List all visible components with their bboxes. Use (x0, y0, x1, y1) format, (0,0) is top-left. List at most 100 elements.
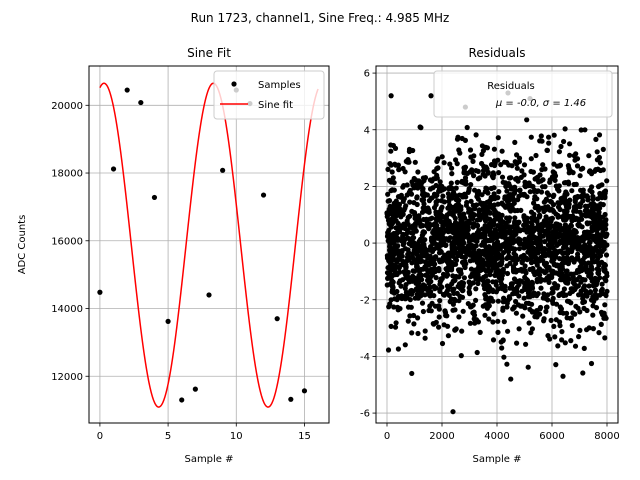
residual-point (424, 220, 430, 226)
residual-point (395, 250, 401, 257)
residual-point (470, 202, 476, 208)
residual-point (532, 314, 538, 320)
residual-point (573, 151, 579, 157)
residual-point (589, 259, 595, 265)
residual-point (540, 184, 546, 190)
residual-point (554, 250, 560, 256)
residual-point (589, 253, 595, 259)
residual-point (457, 206, 463, 212)
residual-point (460, 194, 466, 200)
residual-point (421, 216, 427, 223)
residual-point (580, 286, 586, 292)
residual-point (454, 179, 460, 185)
residual-point (589, 278, 595, 284)
residual-point (403, 289, 409, 295)
residual-point (545, 233, 551, 239)
residual-point (420, 308, 426, 315)
residual-point (602, 302, 608, 308)
residual-point (467, 250, 473, 256)
residual-point (483, 296, 489, 302)
residual-point (482, 188, 488, 195)
residual-point (397, 306, 403, 312)
residual-point (567, 197, 573, 203)
residual-point (411, 321, 417, 327)
residual-point (504, 361, 510, 367)
residual-point (576, 334, 582, 340)
residual-point (524, 215, 530, 221)
residual-point (529, 285, 536, 291)
residual-point (396, 166, 402, 172)
residual-point (491, 191, 497, 197)
residual-point (515, 278, 521, 284)
residual-point (527, 266, 533, 272)
residual-point (406, 148, 412, 155)
residual-point (534, 218, 540, 224)
residual-point (557, 200, 563, 206)
residual-point (573, 303, 579, 309)
residual-point (444, 212, 450, 218)
residuals-legend: Residuals μ = -0.0, σ = 1.46 (433, 70, 613, 118)
residual-point (407, 187, 413, 193)
residual-point (546, 273, 552, 279)
residual-point (544, 304, 550, 310)
sample-point (301, 388, 308, 394)
residual-point (485, 263, 492, 269)
residual-point (580, 370, 586, 376)
residual-point (503, 183, 509, 189)
residual-point (518, 207, 524, 213)
residual-point (603, 292, 609, 299)
residual-point (415, 169, 421, 175)
residual-point (563, 279, 569, 285)
residual-point (568, 315, 575, 321)
residual-point (534, 308, 540, 314)
residual-point (449, 240, 456, 246)
residual-point (604, 231, 610, 237)
residual-point (580, 165, 586, 171)
residual-point (437, 179, 443, 185)
residual-point (453, 326, 459, 332)
sample-point (274, 316, 280, 322)
residual-point (491, 185, 497, 191)
residual-point (385, 232, 391, 238)
residual-point (394, 297, 400, 303)
residual-point (433, 275, 439, 281)
residual-point (572, 216, 578, 223)
residual-point (449, 165, 455, 171)
residual-point (453, 257, 460, 263)
residual-point (528, 330, 534, 336)
residual-point (552, 285, 558, 291)
residual-point (439, 242, 445, 248)
residual-point (463, 233, 469, 239)
residual-point (597, 190, 603, 197)
residual-point (567, 141, 573, 147)
residual-point (590, 312, 596, 318)
residual-point (580, 299, 586, 306)
residual-point (561, 180, 568, 186)
sample-point (110, 166, 117, 172)
residual-point (555, 214, 561, 220)
residual-point (468, 274, 474, 280)
residual-point (550, 245, 556, 251)
sample-point (124, 87, 130, 93)
residual-point (530, 293, 536, 299)
residual-point (397, 262, 404, 268)
residual-point (579, 265, 585, 271)
residual-point (569, 245, 576, 252)
residual-point (441, 322, 447, 328)
residual-point (462, 137, 468, 143)
residual-point (522, 263, 528, 269)
residual-point (428, 195, 434, 201)
sine-fit-xlabel: Sample # (184, 454, 233, 465)
residual-point (487, 216, 493, 222)
residual-point (566, 165, 572, 171)
residual-point (566, 181, 572, 187)
residual-point (514, 289, 520, 295)
residual-point (583, 292, 589, 298)
residuals-xtick-label: 2000 (429, 431, 454, 442)
residual-point (427, 216, 433, 222)
residual-point (458, 250, 464, 256)
residual-point (388, 162, 394, 168)
residual-point (499, 345, 505, 351)
residual-point (499, 234, 505, 240)
